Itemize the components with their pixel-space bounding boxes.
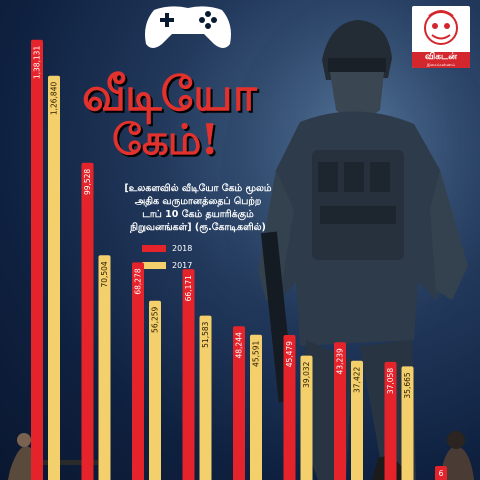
- subtitle-line: அதிக வருமானத்தைப் பெற்ற: [134, 196, 262, 207]
- bar-2018-1: [31, 39, 43, 480]
- bar-label-2017-1: 1,26,840: [50, 82, 59, 116]
- subtitle: [உலகளவில் வீடியோ கேம் மூலம் அதிக வருமானத…: [92, 182, 304, 234]
- bar-label-2017-2: 70,504: [100, 261, 109, 287]
- bar-2018-2: [81, 162, 94, 480]
- bar-label-2018-5: 48,244: [235, 332, 244, 358]
- subtitle-line: நிறுவனங்கள்] (ரூ.கோடிகளில்): [130, 222, 266, 233]
- bar-label-2018-7: 43,239: [336, 348, 345, 374]
- bar-extra: [435, 466, 447, 480]
- title-line-1: வீடியோ: [82, 67, 257, 121]
- bar-2017-3: [149, 300, 161, 480]
- bar-label-2018-4: 66,171: [184, 275, 193, 301]
- bar-2018-7: [334, 342, 346, 480]
- bar-label-2018-6: 45,479: [285, 341, 294, 367]
- subtitle-line: [உலகளவில் வீடியோ கேம் மூலம்: [124, 183, 272, 194]
- bar-label-2018-1: 1,38,131: [33, 46, 42, 80]
- bar-2017-6: [300, 355, 313, 480]
- bar-2017-8: [401, 366, 414, 480]
- bar-label-2018-2: 99,528: [83, 169, 92, 195]
- subtitle-line: டாப் 10 கேம் தயாரிக்கும்: [142, 209, 254, 220]
- legend-label-2017: 2017: [172, 261, 193, 270]
- bar-2017-5: [250, 334, 262, 480]
- bar-label-extra: 6: [439, 469, 444, 478]
- bar-label-2017-7: 37,422: [353, 367, 362, 393]
- logo-tagline: இசைக்கண்ணம்: [426, 62, 456, 67]
- logo-mascot-icon: [424, 10, 458, 45]
- bar-label-2018-3: 68,278: [134, 268, 143, 294]
- bar-2018-8: [384, 361, 397, 480]
- bar-label-2018-8: 37,058: [386, 368, 395, 394]
- logo-name: விகடன்: [425, 52, 457, 62]
- bar-2017-4: [199, 315, 212, 480]
- bar-label-2017-6: 39,032: [302, 361, 311, 387]
- gamepad-icon: [145, 6, 231, 48]
- bar-2017-1: [48, 75, 60, 480]
- logo-band: விகடன் இசைக்கண்ணம்: [412, 52, 470, 68]
- bar-2018-5: [233, 326, 245, 480]
- vikatan-logo: விகடன் இசைக்கண்ணம்: [412, 6, 470, 68]
- bar-2018-4: [182, 269, 195, 480]
- title-line-2: கேம்!: [112, 115, 219, 164]
- legend-swatch-2017: [142, 262, 166, 269]
- bar-2017-2: [98, 255, 111, 480]
- bar-2018-6: [283, 335, 296, 480]
- bar-2017-7: [351, 360, 363, 480]
- bar-label-2017-3: 56,259: [151, 306, 160, 332]
- bar-label-2017-4: 51,583: [201, 321, 210, 347]
- bar-label-2017-5: 45,591: [252, 340, 261, 366]
- legend-swatch-2018: [142, 245, 166, 252]
- bar-2018-3: [132, 262, 144, 480]
- legend-label-2018: 2018: [172, 244, 193, 253]
- bar-label-2017-8: 35,665: [403, 372, 412, 398]
